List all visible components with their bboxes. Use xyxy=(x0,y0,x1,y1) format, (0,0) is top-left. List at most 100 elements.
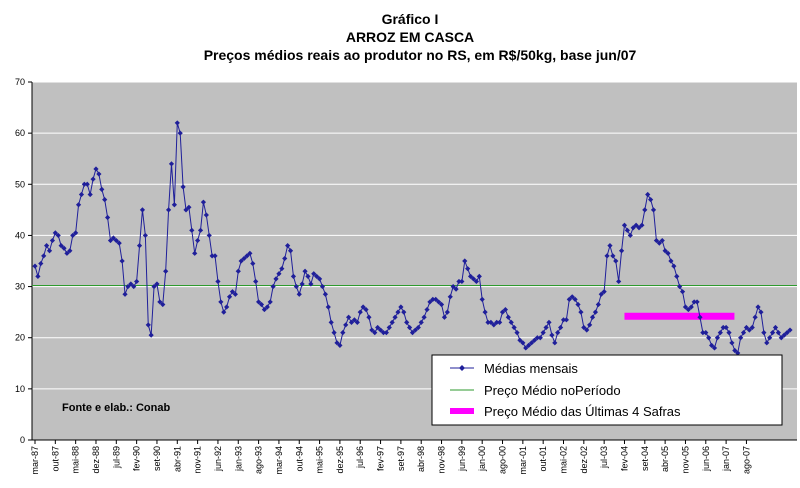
data-point-marker xyxy=(296,291,302,297)
data-point-marker xyxy=(55,232,61,239)
data-point-marker xyxy=(319,283,326,290)
data-point-marker xyxy=(221,309,227,315)
data-point-marker xyxy=(276,271,282,277)
data-point-marker xyxy=(351,317,358,323)
data-point-marker xyxy=(200,199,207,205)
data-point-marker xyxy=(119,258,125,264)
data-point-marker xyxy=(511,324,517,331)
data-point-marker xyxy=(485,319,491,325)
data-point-marker xyxy=(372,330,378,336)
data-point-marker xyxy=(334,340,340,346)
data-point-marker xyxy=(302,268,308,274)
data-point-marker xyxy=(729,340,735,346)
x-tick-label: ago-07 xyxy=(741,446,751,474)
data-point-marker xyxy=(563,317,570,323)
data-point-marker xyxy=(380,330,387,336)
legend-box xyxy=(431,354,783,426)
data-point-marker xyxy=(665,250,671,256)
data-point-marker xyxy=(497,319,503,325)
data-point-marker xyxy=(128,281,134,287)
data-point-marker xyxy=(186,204,192,210)
data-point-marker xyxy=(688,304,694,310)
data-point-marker xyxy=(224,304,230,310)
data-point-marker xyxy=(540,330,546,336)
data-point-marker xyxy=(93,166,99,172)
data-point-marker xyxy=(215,278,221,285)
data-point-marker xyxy=(758,309,764,315)
data-point-marker xyxy=(627,232,633,239)
x-tick-label: set-90 xyxy=(152,446,162,471)
data-point-marker xyxy=(226,294,233,300)
data-point-marker xyxy=(64,250,70,256)
data-point-marker xyxy=(145,322,151,328)
data-point-marker xyxy=(102,197,108,203)
data-point-marker xyxy=(552,340,558,346)
data-point-marker xyxy=(177,130,183,136)
legend-label: Preço Médio das Últimas 4 Safras xyxy=(484,404,681,419)
data-point-marker xyxy=(110,235,117,241)
data-point-marker xyxy=(769,330,776,336)
data-point-marker xyxy=(427,299,433,305)
data-point-marker xyxy=(75,202,82,208)
data-point-marker xyxy=(523,345,529,351)
data-point-marker xyxy=(645,191,651,198)
data-point-marker xyxy=(418,319,424,325)
x-tick-label: jun-06 xyxy=(701,446,711,472)
data-point-marker xyxy=(52,230,58,236)
data-point-marker xyxy=(35,273,41,279)
data-point-marker xyxy=(151,283,157,290)
data-point-marker xyxy=(531,337,538,343)
data-point-marker xyxy=(235,268,241,274)
data-point-marker xyxy=(569,294,575,300)
data-point-marker xyxy=(604,253,610,259)
data-point-marker xyxy=(44,243,50,249)
data-point-marker xyxy=(395,309,401,315)
data-point-marker xyxy=(134,278,140,285)
data-point-marker xyxy=(38,260,44,267)
x-tick-label: ago-00 xyxy=(498,446,508,474)
data-point-marker xyxy=(560,317,567,323)
data-point-marker xyxy=(557,324,564,331)
data-point-marker xyxy=(546,319,552,325)
data-point-marker xyxy=(377,327,384,333)
data-point-marker xyxy=(32,263,38,269)
y-tick-label: 60 xyxy=(15,128,25,138)
data-point-marker xyxy=(192,250,198,256)
data-point-marker xyxy=(476,273,482,279)
y-tick-label: 0 xyxy=(20,435,25,445)
data-point-marker xyxy=(389,319,395,325)
data-point-marker xyxy=(46,248,53,254)
x-tick-label: dez-95 xyxy=(335,446,345,474)
data-point-marker xyxy=(781,332,787,338)
data-point-marker xyxy=(154,281,160,287)
x-tick-label: nov-91 xyxy=(193,446,203,474)
data-point-marker xyxy=(456,278,462,285)
data-point-marker xyxy=(299,281,305,287)
data-point-marker xyxy=(598,291,604,297)
data-point-marker xyxy=(113,237,119,244)
data-point-marker xyxy=(482,309,488,315)
data-point-marker xyxy=(494,319,500,325)
data-point-marker xyxy=(772,324,779,331)
y-tick-label: 70 xyxy=(15,77,25,87)
data-point-marker xyxy=(369,327,375,333)
data-point-marker xyxy=(415,324,421,331)
data-point-marker xyxy=(499,309,506,315)
data-point-marker xyxy=(653,237,660,244)
data-point-marker xyxy=(447,294,453,300)
data-point-marker xyxy=(331,330,337,336)
data-point-marker xyxy=(404,319,410,325)
y-tick-label: 20 xyxy=(15,333,25,343)
legend-label: Médias mensais xyxy=(484,361,578,376)
data-point-marker xyxy=(70,232,76,239)
data-point-marker xyxy=(650,207,657,213)
data-point-marker xyxy=(273,276,279,282)
data-point-marker xyxy=(746,327,752,333)
data-point-marker xyxy=(656,240,662,246)
data-point-marker xyxy=(566,296,572,302)
y-tick-label: 40 xyxy=(15,230,25,240)
data-point-marker xyxy=(479,296,485,302)
x-tick-label: mai-02 xyxy=(559,446,569,474)
data-point-marker xyxy=(78,191,85,198)
data-point-marker xyxy=(610,253,616,259)
